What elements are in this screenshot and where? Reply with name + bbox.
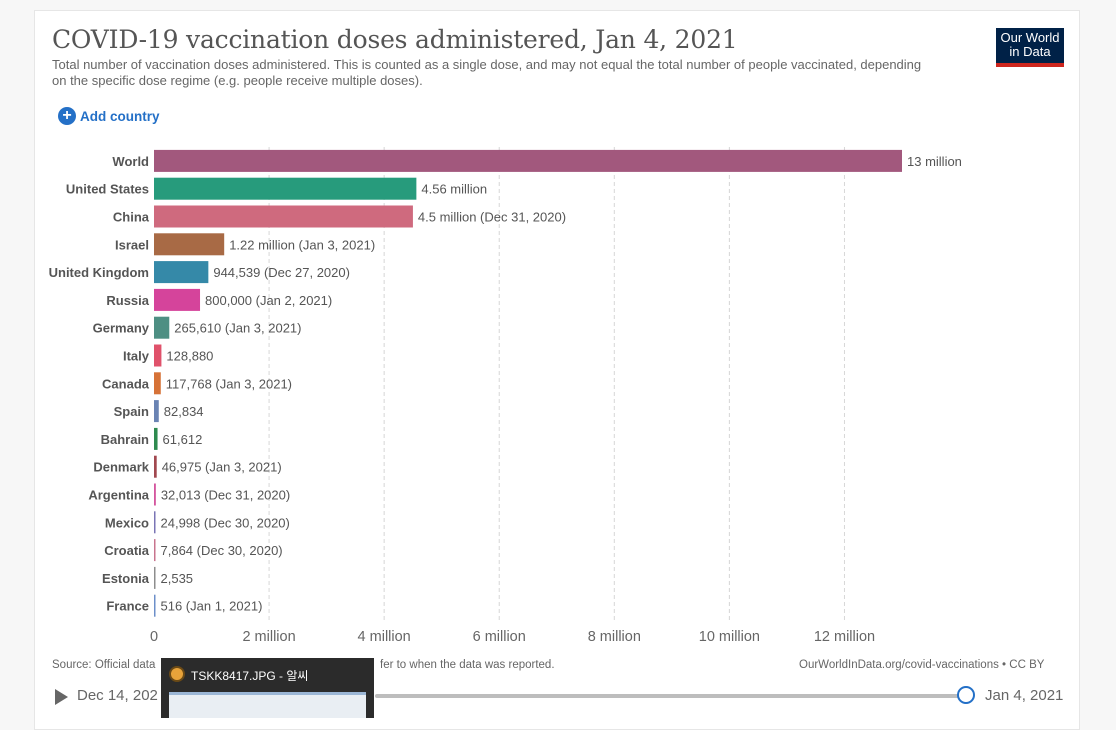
- category-label: United Kingdom: [49, 265, 149, 280]
- logo-line-2: in Data: [1009, 44, 1051, 59]
- add-country-button[interactable]: + Add country: [58, 107, 160, 125]
- bar: [154, 372, 161, 395]
- category-label: Canada: [102, 376, 150, 391]
- app-owl-icon: [169, 666, 185, 682]
- bar: [154, 483, 156, 506]
- source-text-tail: fer to when the data was reported.: [380, 659, 555, 671]
- bar: [154, 594, 156, 617]
- bar: [154, 344, 162, 367]
- timeline-start-date: Dec 14, 202: [77, 687, 158, 704]
- play-icon[interactable]: [55, 689, 68, 705]
- value-label: 2,535: [161, 571, 194, 586]
- category-label: Israel: [115, 237, 149, 252]
- category-label: Argentina: [88, 488, 149, 503]
- timeline-handle[interactable]: [957, 686, 975, 704]
- x-tick-label: 0: [150, 629, 158, 645]
- plus-circle-icon: +: [58, 107, 76, 125]
- category-label: United States: [66, 182, 149, 197]
- category-label: France: [106, 599, 149, 614]
- category-label: China: [113, 210, 150, 225]
- bar: [154, 427, 158, 450]
- category-label: Estonia: [102, 571, 150, 586]
- x-tick-label: 12 million: [814, 629, 875, 645]
- value-label: 82,834: [164, 404, 204, 419]
- value-label: 128,880: [166, 349, 213, 364]
- taskbar-preview-popup[interactable]: TSKK8417.JPG - 알씨: [161, 658, 374, 718]
- add-country-label: Add country: [80, 108, 160, 124]
- value-label: 61,612: [163, 432, 203, 447]
- credit-link[interactable]: OurWorldInData.org/covid-vaccinations • …: [799, 659, 1045, 671]
- value-label: 7,864 (Dec 30, 2020): [161, 543, 283, 558]
- bar: [154, 316, 170, 339]
- popup-title: TSKK8417.JPG - 알씨: [191, 669, 309, 683]
- value-label: 265,610 (Jan 3, 2021): [174, 321, 301, 336]
- category-label: Bahrain: [101, 432, 149, 447]
- category-label: Mexico: [105, 515, 149, 530]
- category-label: Spain: [114, 404, 149, 419]
- x-tick-label: 6 million: [473, 629, 526, 645]
- bar: [154, 205, 413, 228]
- value-label: 516 (Jan 1, 2021): [161, 599, 263, 614]
- value-label: 117,768 (Jan 3, 2021): [166, 376, 292, 391]
- bar: [154, 566, 156, 589]
- category-label: Croatia: [104, 543, 150, 558]
- value-label: 944,539 (Dec 27, 2020): [213, 265, 350, 280]
- value-label: 24,998 (Dec 30, 2020): [161, 515, 290, 530]
- bar: [154, 511, 156, 534]
- x-tick-label: 8 million: [588, 629, 641, 645]
- value-label: 4.56 million: [421, 182, 487, 197]
- chart-card: COVID-19 vaccination doses administered,…: [34, 10, 1080, 730]
- category-label: Germany: [93, 321, 150, 336]
- x-tick-label: 10 million: [699, 629, 760, 645]
- bar: [154, 261, 209, 284]
- timeline: Dec 14, 202 Jan 4, 2021: [35, 681, 1081, 721]
- window-thumbnail: [169, 692, 366, 718]
- value-label: 46,975 (Jan 3, 2021): [162, 460, 282, 475]
- bar: [154, 149, 902, 172]
- category-label: Italy: [123, 349, 150, 364]
- timeline-end-date: Jan 4, 2021: [985, 687, 1064, 704]
- bar: [154, 455, 157, 478]
- category-label: Russia: [106, 293, 149, 308]
- value-label: 13 million: [907, 154, 962, 169]
- bar: [154, 177, 417, 200]
- source-text: Source: Official data: [52, 659, 156, 671]
- value-label: 1.22 million (Jan 3, 2021): [229, 237, 375, 252]
- owid-logo[interactable]: Our World in Data: [996, 28, 1064, 67]
- value-label: 32,013 (Dec 31, 2020): [161, 488, 290, 503]
- value-label: 4.5 million (Dec 31, 2020): [418, 210, 566, 225]
- x-tick-label: 2 million: [242, 629, 295, 645]
- bar: [154, 539, 156, 562]
- timeline-track[interactable]: [375, 694, 965, 698]
- bar: [154, 400, 159, 423]
- chart-subtitle: Total number of vaccination doses admini…: [52, 57, 922, 88]
- category-label: Denmark: [93, 460, 149, 475]
- chart-title: COVID-19 vaccination doses administered,…: [52, 25, 738, 54]
- value-label: 800,000 (Jan 2, 2021): [205, 293, 332, 308]
- bar: [154, 233, 225, 256]
- category-label: World: [112, 154, 149, 169]
- logo-line-1: Our World: [1000, 30, 1060, 45]
- x-tick-label: 4 million: [358, 629, 411, 645]
- bar-chart: 0 2 million 4 million 6 million 8 million 10 …: [49, 147, 962, 645]
- bar: [154, 288, 201, 311]
